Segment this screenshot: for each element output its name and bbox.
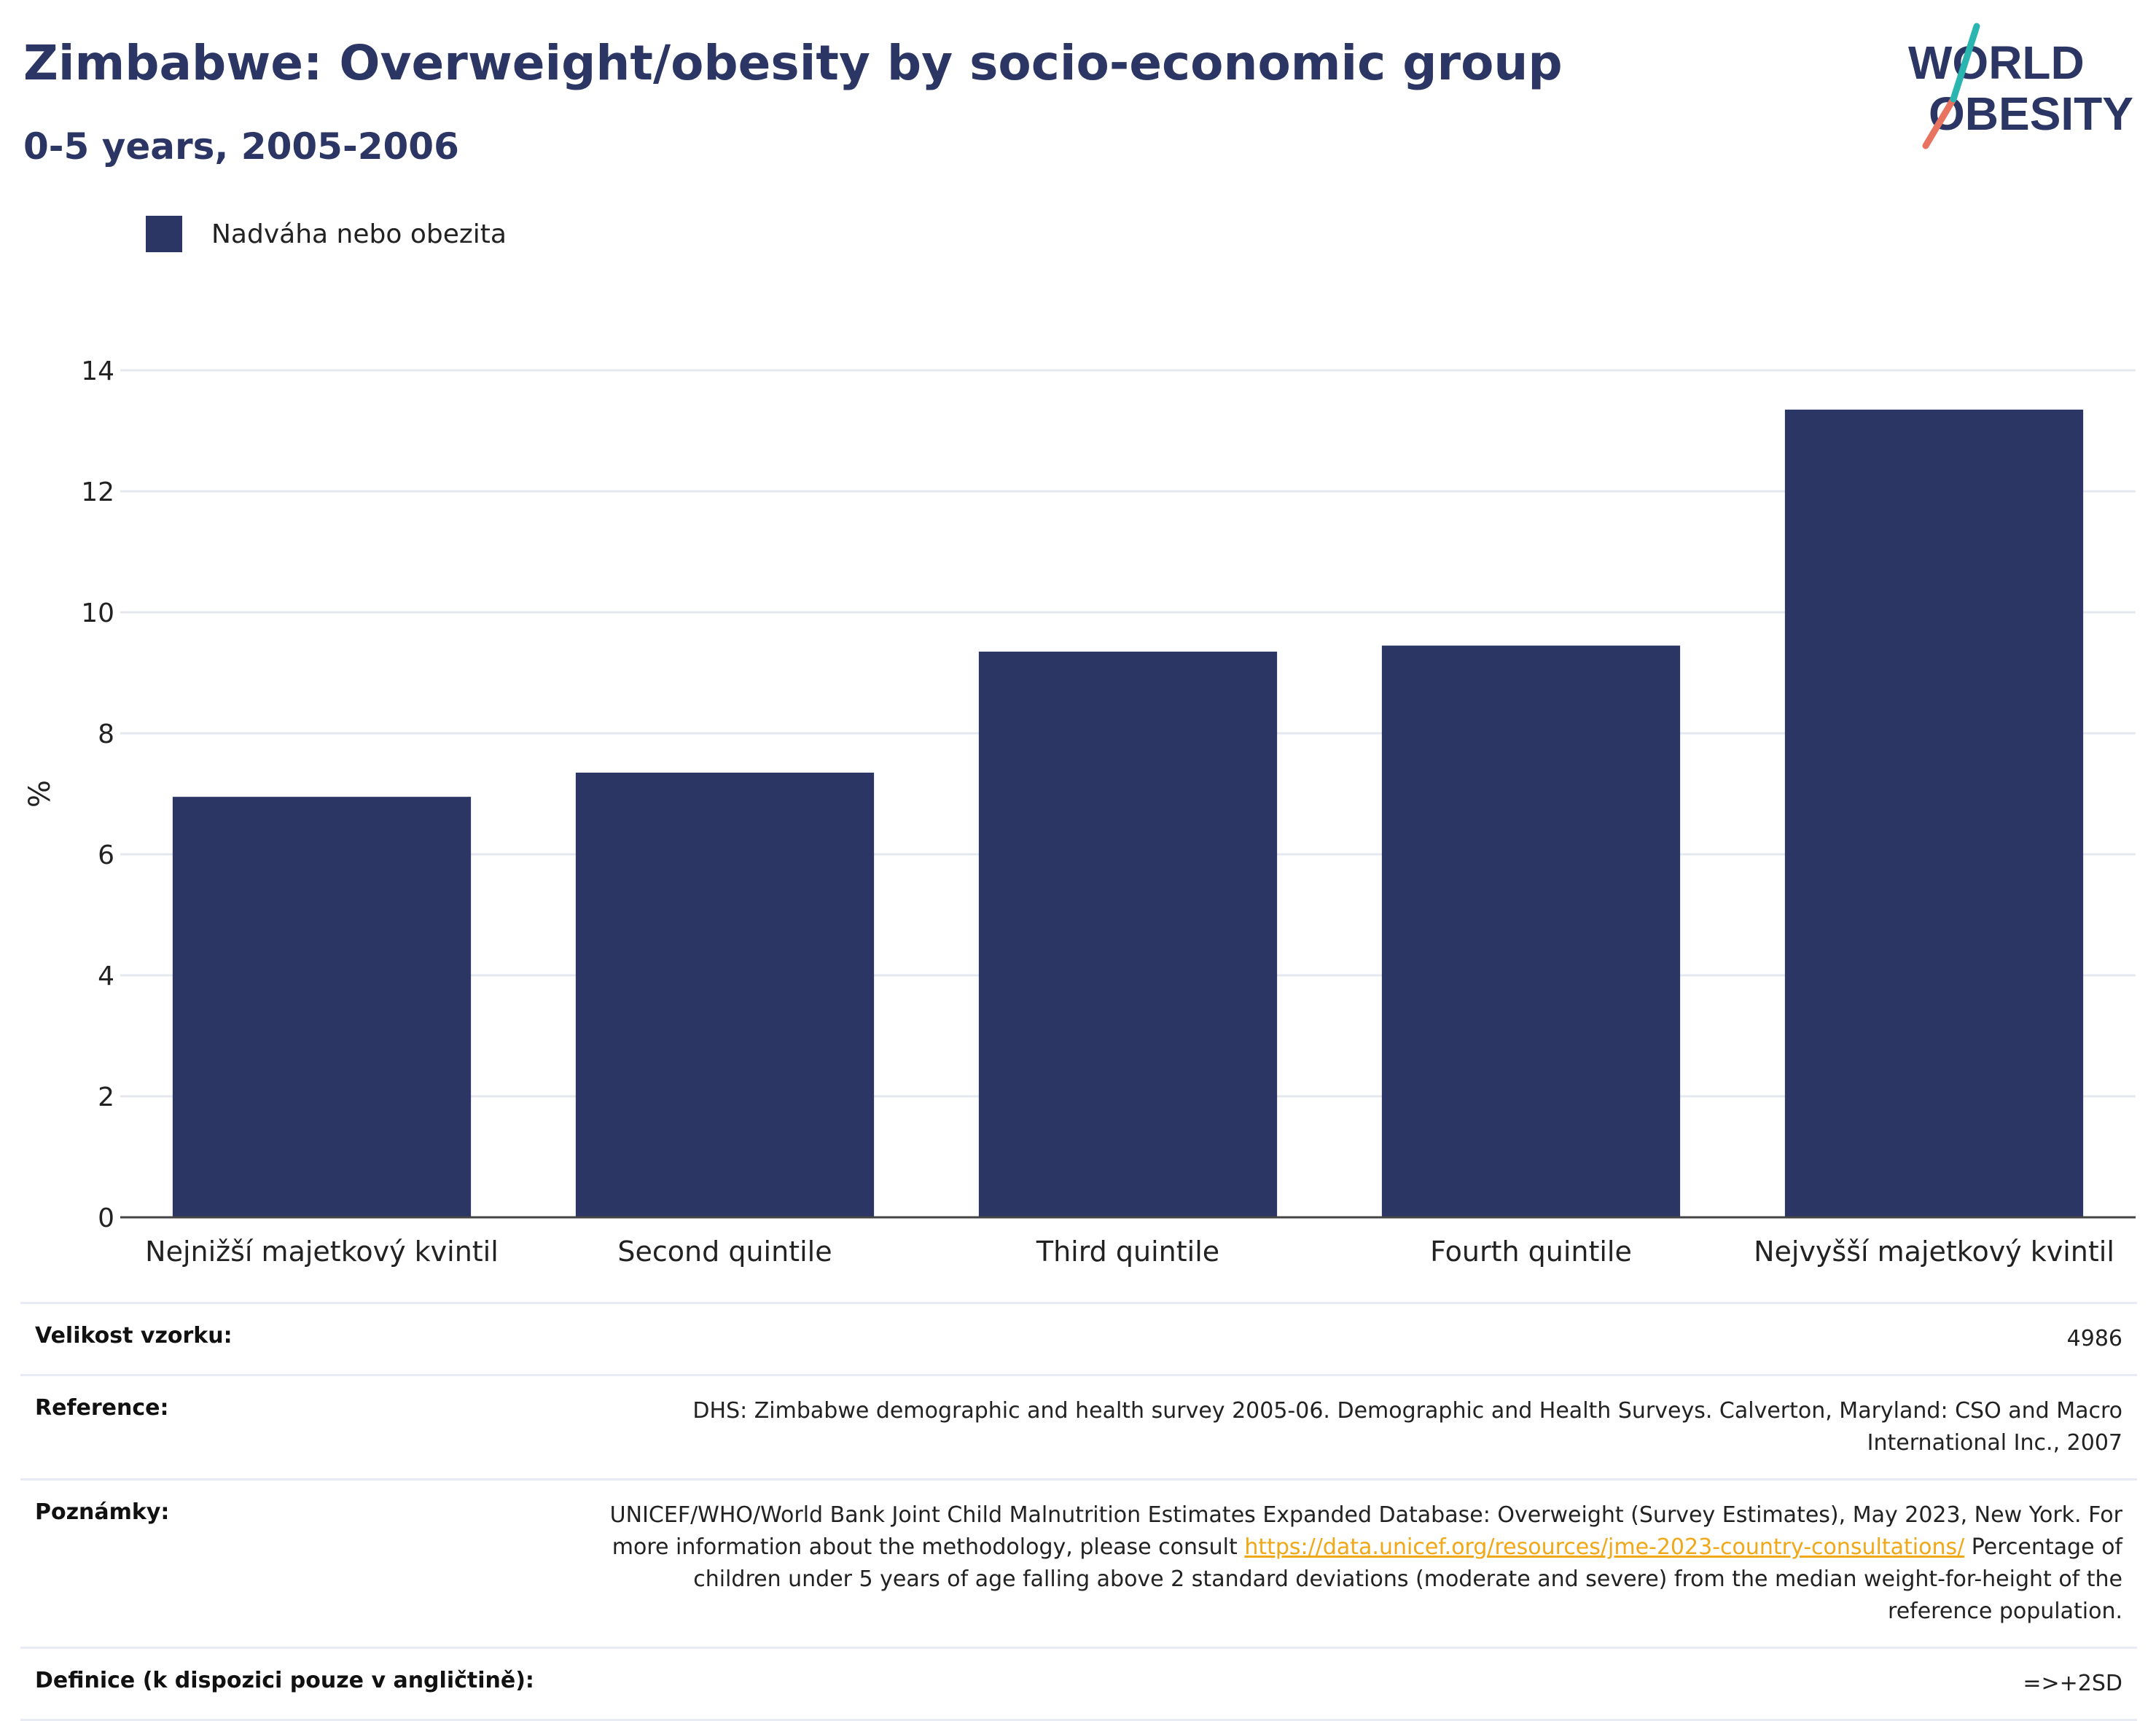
x-tick-label: Second quintile [617,1236,832,1268]
y-tick-label: 6 [98,840,114,870]
bar [1784,409,2084,1218]
info-row-reference: Reference: DHS: Zimbabwe demographic and… [20,1374,2137,1478]
bar-chart: 0 2 4 6 8 10 12 14 Nejnižší majetkový kvintil Sec… [23,356,2136,1268]
notes-value: UNICEF/WHO/World Bank Joint Child Malnut… [592,1499,2122,1628]
y-tick-label: 12 [81,477,114,507]
notes-text2: Percentage of children under 5 years of … [693,1534,2122,1624]
world-obesity-logo[interactable]: WORLD OBESITY [1895,20,2143,152]
x-tick-label: Third quintile [1036,1236,1219,1268]
sample-label: Velikost vzorku: [35,1323,233,1349]
x-tick-label: Nejvyšší majetkový kvintil [1754,1236,2114,1268]
reference-value: DHS: Zimbabwe demographic and health sur… [692,1398,2122,1456]
notes-label: Poznámky: [35,1499,170,1525]
logo-slash-coral [1922,95,1957,149]
y-axis-label: % [23,780,57,808]
legend-label: Nadváha nebo obezita [211,219,507,249]
x-tick-label: Nejnižší majetkový kvintil [145,1236,499,1268]
info-row-sample: Velikost vzorku: 4986 [20,1302,2137,1374]
definition-value: =>+2SD [2023,1671,2122,1696]
info-table: Velikost vzorku: 4986 Reference: DHS: Zi… [20,1302,2137,1721]
reference-label: Reference: [35,1395,169,1421]
chart-subtitle: 0-5 years, 2005-2006 [23,125,459,168]
legend-swatch [146,216,182,252]
logo-line2: OBESITY [1929,87,2133,140]
bar [1381,645,1681,1217]
sample-value: 4986 [2066,1326,2122,1351]
bar [978,651,1278,1217]
y-tick-label: 2 [98,1082,114,1112]
notes-text1: UNICEF/WHO/World Bank Joint Child Malnut… [609,1502,2122,1560]
y-tick-label: 10 [81,598,114,628]
info-row-notes: Poznámky: UNICEF/WHO/World Bank Joint Ch… [20,1478,2137,1647]
x-tick-label: Fourth quintile [1430,1236,1632,1268]
bar [172,797,472,1217]
legend: Nadváha nebo obezita [146,216,507,252]
info-row-definition: Definice (k dispozici pouze v angličtině… [20,1647,2137,1721]
logo-slash-teal [1950,23,1980,103]
definition-label: Definice (k dispozici pouze v angličtině… [35,1668,534,1693]
y-tick-label: 14 [81,356,114,386]
logo-line1: WORLD [1908,36,2085,89]
chart-title: Zimbabwe: Overweight/obesity by socio-ec… [23,35,1563,91]
y-tick-label: 0 [98,1203,114,1233]
notes-link[interactable]: https://data.unicef.org/resources/jme-20… [1244,1534,1965,1560]
y-tick-label: 8 [98,719,114,749]
bar [575,772,875,1217]
y-tick-label: 4 [98,961,114,991]
